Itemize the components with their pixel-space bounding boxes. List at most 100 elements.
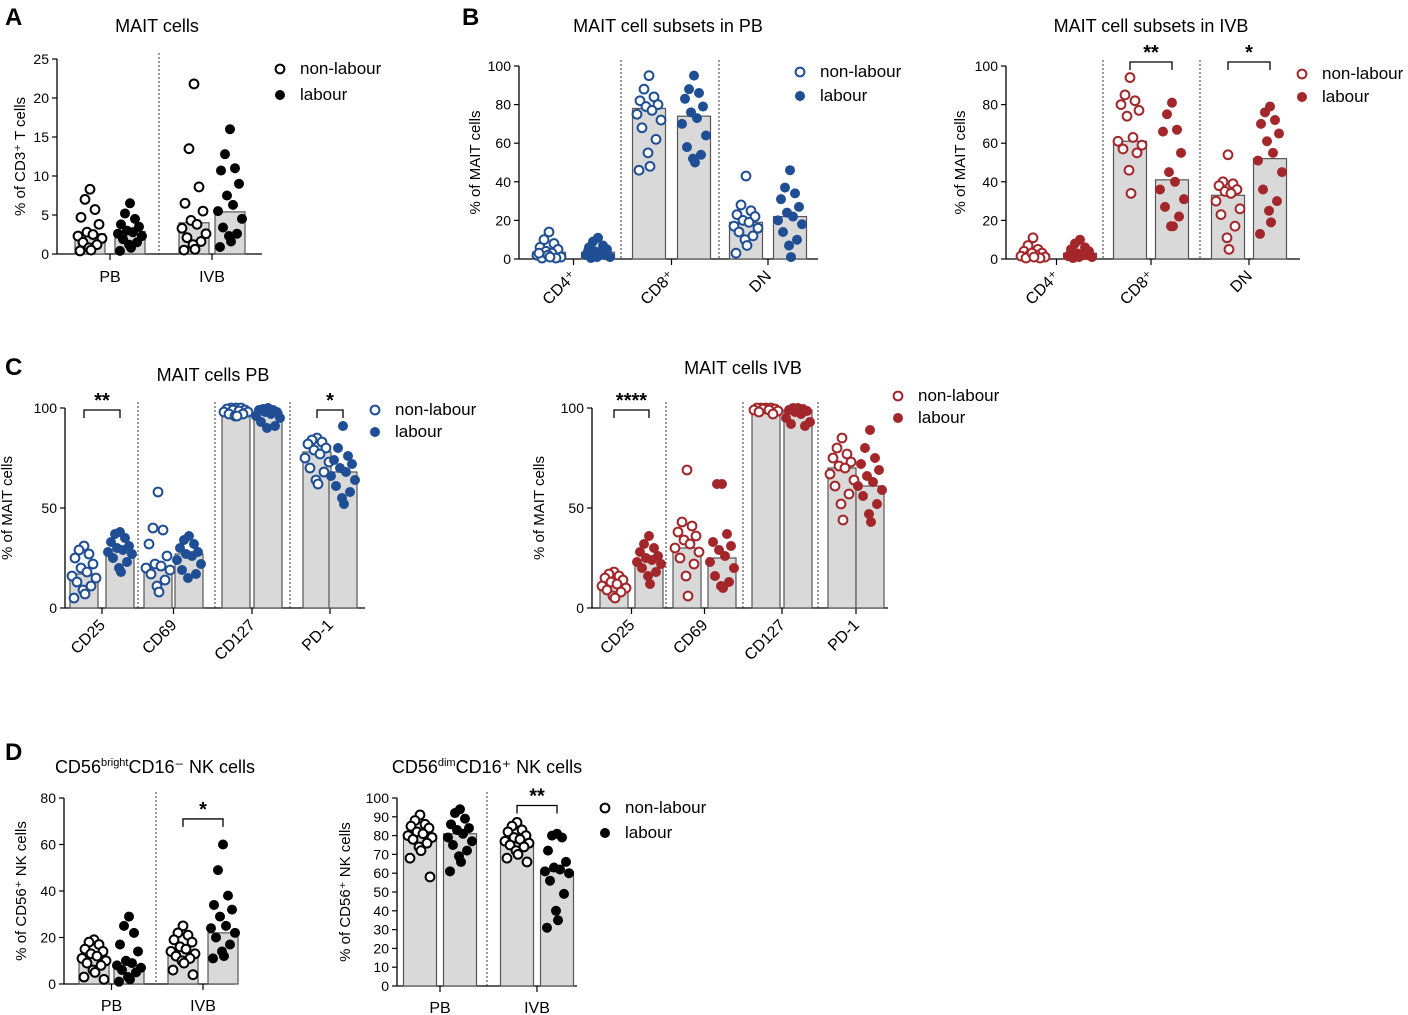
data-point-non-labour [93,218,105,230]
legend-marker-non-labour [274,63,286,75]
category-label: CD69 [670,617,711,658]
significance-label: ** [529,786,545,808]
data-point-labour [178,535,189,546]
data-point-labour [215,165,226,176]
data-point-labour [1264,205,1275,216]
data-point-labour [208,899,219,910]
data-point-labour [866,517,877,528]
data-point-labour [119,920,130,931]
data-point-labour [635,547,646,558]
data-point-labour [122,557,133,568]
data-point-non-labour [157,524,169,536]
data-point-labour [1270,115,1281,126]
y-tick-label: 100 [488,58,512,74]
data-point-non-labour [676,516,688,528]
data-point-non-labour [187,969,199,981]
data-point-labour [778,226,789,237]
legend-label-non-labour: non-labour [300,59,382,78]
data-point-labour [125,198,136,209]
data-point-labour [120,533,131,544]
y-tick-label: 50 [568,500,584,516]
data-point-labour [115,245,126,256]
data-point-non-labour [85,244,97,256]
data-point-labour [442,832,453,843]
data-point-labour [1268,147,1279,158]
data-point-labour [466,836,477,847]
data-point-labour [217,839,228,850]
data-point-labour [461,845,472,856]
data-point-labour [684,84,695,95]
significance-bracket [83,409,121,418]
y-axis-label: % of MAIT cells [467,111,484,215]
y-tick-label: 80 [40,790,56,806]
legend-marker-labour [600,828,611,839]
data-point-labour [860,442,871,453]
data-point-non-labour [824,468,836,480]
data-point-non-labour [1210,195,1222,207]
significance-bracket [516,804,558,814]
significance-bracket [1129,61,1173,70]
data-point-non-labour [178,244,190,256]
data-point-labour [1253,155,1264,166]
data-point-non-labour [753,406,765,418]
data-point-labour [729,563,740,574]
data-point-labour [555,864,566,875]
data-point-labour [1074,252,1085,263]
y-axis-label: % of MAIT cells [0,456,16,560]
chart-c2: MAIT cells IVB % of MAIT cells 0 50 100 CD25 C… [531,358,1000,664]
data-point-labour [689,70,700,81]
chart-title: CD56dimCD16⁺ NK cells [392,757,582,777]
data-point-non-labour [71,576,83,588]
significance-label: **** [616,390,647,412]
y-tick-label: 80 [373,828,389,844]
data-point-non-labour [1221,232,1233,244]
legend-marker-non-labour [599,802,611,814]
data-point-labour [1168,221,1179,232]
y-axis-label: % of CD3⁺ T cells [12,97,29,216]
data-point-non-labour [1124,72,1136,83]
data-point-non-labour [741,240,753,251]
data-point-non-labour [1112,135,1124,147]
data-point-labour [120,208,131,219]
y-tick-label: 25 [33,51,49,67]
data-point-non-labour [407,833,419,845]
data-point-labour [680,93,691,104]
panel-letter-b: B [462,4,479,31]
data-point-labour [349,474,360,485]
data-point-non-labour [837,514,849,526]
y-tick-label: 0 [49,600,57,616]
data-point-non-labour [180,943,192,955]
data-point-non-labour [193,181,205,193]
data-point-labour [110,529,121,540]
panel-letter-c: C [5,354,22,381]
data-point-labour [690,157,701,168]
chart-title: MAIT cells [115,16,199,36]
data-point-non-labour [644,160,656,172]
data-point-labour [656,559,667,570]
data-point-labour [853,480,864,491]
data-point-labour [1260,107,1271,118]
y-tick-label: 60 [373,865,389,881]
chart-b1: MAIT cell subsets in PB % of MAIT cells 0 2… [467,16,902,308]
data-point-non-labour [79,194,91,205]
data-point-non-labour [690,530,702,542]
data-point-non-labour [688,558,700,570]
legend-label-labour: labour [820,86,868,105]
legend-label-non-labour: non-labour [1322,64,1404,83]
data-point-labour [127,227,138,238]
category-label: CD127 [212,617,259,664]
data-point-labour [459,813,470,824]
panel-letter-a: A [5,4,22,31]
data-point-labour [114,976,125,987]
bar-non-labour [499,842,535,987]
legend-marker-labour [369,426,380,437]
legend-label-non-labour: non-labour [625,798,707,817]
data-point-labour [176,565,187,576]
data-point-labour [337,420,348,431]
legend: non-labour labour [1296,64,1404,106]
data-point-labour [224,124,235,135]
data-point-labour [564,868,575,879]
panel-letter-d: D [5,739,22,766]
y-axis-label: % of CD56⁺ NK cells [13,821,30,961]
data-point-non-labour [544,251,556,263]
